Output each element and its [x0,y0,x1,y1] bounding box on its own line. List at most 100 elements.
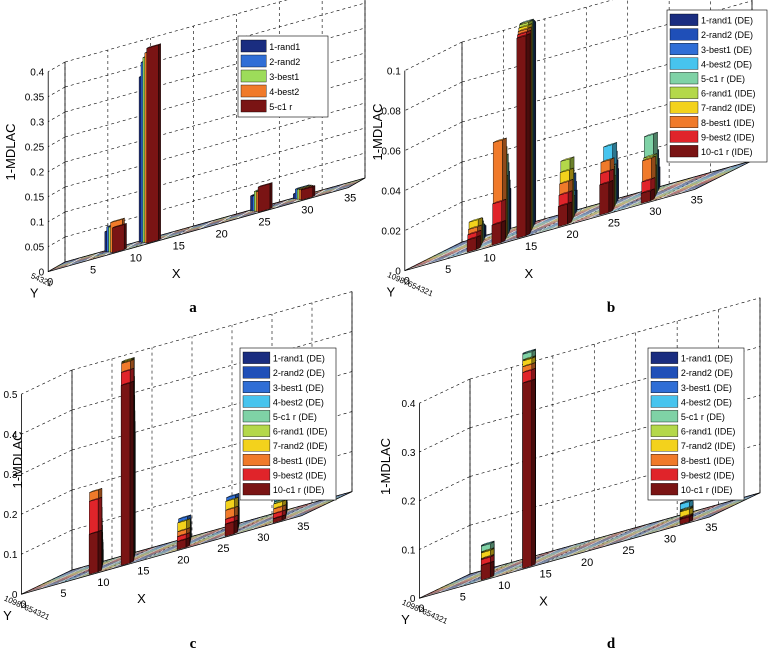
x-tick-label: 15 [173,241,185,253]
legend-entry: 7-rand2 (IDE) [701,103,756,113]
gridline-z-side [419,379,470,403]
floor-tile [409,263,428,269]
legend-entry: 8-best1 (IDE) [681,456,735,466]
z-tick-label: 0.35 [25,93,45,104]
panel-label: a [189,300,197,316]
z-tick-label: 0.1 [401,545,415,556]
chart-panel-c: 00.10.20.30.40.5051015202530351-MDLACXY1… [3,292,352,652]
x-tick-label: 20 [566,229,578,241]
legend-swatch [651,381,678,393]
z-tick-label: 0.2 [30,168,44,179]
z-tick-label: 0.04 [381,187,401,198]
legend-entry: 1-rand1 [269,42,300,52]
bar3d-figure: 00.050.10.150.20.250.30.350.405101520253… [0,0,784,652]
gridline-z-side [21,450,72,474]
panel-label: b [607,300,615,316]
bar-front [492,223,501,246]
chart-panel-b: 00.020.040.060.080.1051015202530351-MDLA… [370,0,767,316]
bar-front [258,184,270,212]
chart-panel-d: 00.10.20.30.4051015202530351-MDLACXY1098… [378,298,760,652]
legend-entry: 1-rand1 (DE) [273,354,325,364]
x-tick-label: 25 [258,217,270,229]
panel-label: d [607,636,616,652]
legend-swatch [651,483,678,495]
gridline-z-side [48,137,65,147]
bar-front [89,532,98,575]
legend-swatch [241,40,266,52]
bar-front [523,381,532,569]
x-tick-label: 10 [498,580,510,592]
x-tick-label: 20 [177,554,189,566]
gridline-z-side [21,410,72,434]
gridline-z-side [48,112,65,122]
gridline-z-side [48,237,65,247]
legend-swatch [241,100,266,112]
z-tick-label: 0.1 [30,218,44,229]
legend-swatch [670,116,698,128]
gridline-z-side [419,477,470,501]
legend-entry: 8-best1 (IDE) [273,456,327,466]
legend-entry: 6-rand1 (IDE) [681,427,736,437]
legend-swatch [651,410,678,422]
legend-entry: 2-rand2 (DE) [701,30,753,40]
legend-swatch [243,381,270,393]
legend-entry: 9-best2 (IDE) [701,132,755,142]
legend: 1-rand1 (DE) 2-rand2 (DE) 3-best1 (DE) 4-be… [240,348,336,500]
legend-swatch [241,55,266,67]
gridline-z-side [48,62,65,72]
figure: 0 0.05 0.1 0.15 0.2 0.25 0.3 0.35 0.4 0 5 10 15 20 25 3… [0,0,784,652]
x-tick-label: 25 [217,543,229,555]
x-tick-label: 35 [344,193,356,205]
legend-swatch [651,440,678,452]
gridline-z-side [21,530,72,554]
z-tick-label: 0.3 [401,448,415,459]
legend: 1-rand1 (DE) 2-rand2 (DE) 3-best1 (DE) 4-be… [648,348,744,500]
gridline-z-side [21,490,72,514]
legend-swatch [243,367,270,379]
legend-swatch [241,70,266,82]
x-tick-label: 15 [540,568,552,580]
legend-entry: 4-best2 (DE) [681,397,732,407]
x-tick-label: 10 [130,253,142,265]
x-tick-label: 35 [705,522,717,534]
z-tick-label: 0.5 [3,390,17,401]
legend-entry: 4-best2 (DE) [701,59,752,69]
bars [467,19,660,252]
bar-front [112,225,124,253]
bar-side [130,381,134,563]
bar-side [490,561,494,577]
floor-tiles [423,494,756,596]
bar-side [609,180,613,212]
legend-swatch [241,85,266,97]
x-tick-label: 5 [60,588,66,600]
x-tick-label: 20 [216,229,228,241]
z-tick-label: 0.1 [387,67,401,78]
panel-label: c [190,636,197,652]
x-tick-label: 30 [649,206,661,218]
gridline-z-side [419,428,470,452]
bar-front [600,183,609,216]
legend: 1-rand1 (DE) 2-rand2 (DE) 3-best1 (DE) 4-be… [667,10,767,162]
depth-axis-label: Y [386,285,395,300]
z-tick-label: 0.1 [3,550,17,561]
legend-entry: 10-c1 r (IDE) [681,485,733,495]
legend-entry: 5-c1 r (DE) [701,74,745,84]
bar-side [567,202,571,224]
gridline-z-side [405,42,462,71]
x-axis-label: X [539,594,548,609]
gridline-z [65,128,365,212]
bar-side [526,34,530,236]
depth-axis-label: Y [401,612,410,627]
legend-entry: 3-best1 (DE) [701,45,752,55]
legend-swatch [670,58,698,70]
legend-swatch [243,396,270,408]
z-tick-label: 0.4 [401,399,415,410]
depth-axis-label: Y [3,608,12,623]
z-tick-label: 0.02 [381,227,401,238]
legend-entry: 4-best2 [269,87,299,97]
legend-entry: 5-c1 r (DE) [681,412,725,422]
legend-swatch [670,102,698,114]
legend-swatch [670,43,698,55]
legend-swatch [670,87,698,99]
legend-swatch [651,367,678,379]
